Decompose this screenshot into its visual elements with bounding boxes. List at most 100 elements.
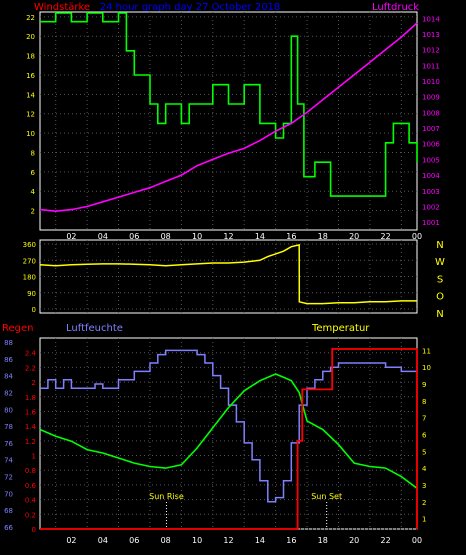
sun-event-label: Sun Set [311,492,342,501]
x-tick-label: 22 [380,232,390,241]
pressure-tick-label: 1001 [422,219,440,227]
wind-pressure-panel: 24 hour graph day 27 October 2018 Windst… [26,2,440,241]
rain-humidity-temperature-x-axis: 02 04 06 08 10 12 14 16 18 20 22 00 [66,536,422,545]
pressure-tick-label: 1004 [422,172,440,180]
humidity-tick-label: 86 [4,356,13,364]
sun-event-label: Sun Rise [149,492,184,501]
rain-axis-label: Regen [2,323,34,334]
pressure-tick-label: 1006 [422,141,440,149]
wind-speed-line [40,12,418,197]
temperature-line [39,373,418,489]
rain-tick-label: 1.4 [25,423,37,431]
wind-pressure-x-axis: 02 04 06 08 10 12 14 16 18 20 22 00 [66,232,422,241]
humidity-tick-label: 78 [4,423,13,431]
rain-tick-label: 0.2 [25,511,36,519]
x-tick-label: 06 [129,536,139,545]
x-tick-label: 10 [192,536,202,545]
temperature-tick-label: 9 [422,381,426,389]
pressure-line [39,22,418,213]
rain-tick-label: 0.4 [25,497,37,505]
humidity-axis-label: Luftfeuchte [66,323,123,334]
humidity-tick-label: 68 [4,507,13,515]
x-tick-label: 14 [255,536,265,545]
temperature-tick-label: 11 [422,347,431,355]
pressure-tick-label: 1014 [422,15,440,23]
wind-tick-label: 22 [26,14,35,22]
humidity-axis: 66 68 70 72 74 76 78 80 82 84 86 88 [4,339,13,532]
rain-humidity-temperature-grid [40,338,417,530]
pressure-tick-label: 1007 [422,125,440,133]
temperature-tick-label: 8 [422,398,426,406]
compass-label: O [436,292,444,303]
x-tick-label: 02 [66,232,76,241]
rain-humidity-temperature-series [39,348,418,530]
humidity-tick-label: 88 [4,339,13,347]
humidity-tick-label: 72 [4,474,13,482]
pressure-tick-label: 1010 [422,78,440,86]
pressure-axis-label: Luftdruck [372,2,419,13]
humidity-tick-label: 80 [4,406,13,414]
temperature-tick-label: 6 [422,432,427,440]
wind-direction-degree-axis: 0 90 180 270 360 [23,241,36,314]
x-tick-label: 16 [286,536,296,545]
x-tick-label: 12 [223,232,233,241]
wind-tick-label: 8 [31,149,35,157]
wind-tick-label: 10 [26,130,35,138]
compass-label: N [436,240,443,251]
direction-degree-tick-label: 360 [23,241,36,249]
rain-tick-label: 1.6 [25,408,37,416]
temperature-tick-label: 4 [422,465,427,473]
temperature-tick-label: 10 [422,364,431,372]
wind-tick-label: 14 [26,91,35,99]
rain-tick-label: 0 [32,526,36,534]
x-tick-label: 06 [129,232,139,241]
compass-label: N [436,309,443,320]
temperature-axis-label: Temperatur [311,323,370,334]
humidity-line [40,349,417,503]
rain-humidity-temperature-plot-frame [39,337,418,530]
temperature-axis: 1 2 3 4 5 6 7 8 9 10 11 [422,347,431,523]
x-tick-label: 00 [412,232,422,241]
pressure-axis: 1001 1002 1003 1004 1005 1006 1007 1008 1009 1010… [422,15,440,227]
temperature-tick-label: 5 [422,448,426,456]
rain-line [40,348,418,530]
wind-axis: 2 4 6 8 10 12 14 16 18 20 22 [26,14,35,216]
x-tick-label: 18 [318,232,328,241]
x-tick-label: 00 [412,536,422,545]
humidity-tick-label: 82 [4,389,13,397]
pressure-tick-label: 1009 [422,94,440,102]
top-title: 24 hour graph day 27 October 2018 [100,2,281,13]
pressure-tick-label: 1008 [422,109,440,117]
wind-direction-series [39,243,417,305]
rain-tick-label: 2.2 [25,364,36,372]
temperature-tick-label: 2 [422,499,426,507]
direction-degree-tick-label: 90 [27,290,36,298]
pressure-tick-label: 1005 [422,156,440,164]
x-tick-label: 20 [349,232,359,241]
wind-tick-label: 12 [26,111,35,119]
temperature-tick-label: 7 [422,415,426,423]
x-tick-label: 20 [349,536,359,545]
x-tick-label: 08 [161,536,171,545]
wind-pressure-plot-frame [39,11,418,231]
rain-tick-label: 0.6 [25,482,37,490]
rain-tick-label: 1 [32,453,36,461]
rain-tick-label: 2 [32,379,36,387]
wind-tick-label: 20 [26,33,35,41]
pressure-tick-label: 1011 [422,62,440,70]
pressure-tick-label: 1003 [422,188,440,196]
humidity-tick-label: 66 [4,524,13,532]
x-tick-label: 02 [66,536,76,545]
humidity-tick-label: 76 [4,440,13,448]
wind-tick-label: 6 [31,169,36,177]
temperature-tick-label: 3 [422,482,426,490]
wind-direction-grid [40,240,417,313]
x-tick-label: 18 [318,536,328,545]
direction-degree-tick-label: 0 [32,306,36,314]
wind-tick-label: 18 [26,53,35,61]
rain-tick-label: 2.4 [25,350,37,358]
wind-pressure-grid [40,12,417,230]
x-tick-label: 08 [161,232,171,241]
compass-label: S [437,274,443,285]
